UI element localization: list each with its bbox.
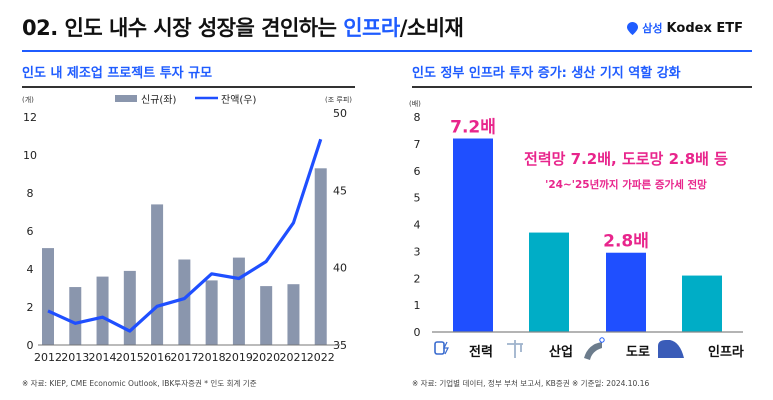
bar-산업 <box>529 232 569 332</box>
bar-2022 <box>314 168 327 345</box>
pin-icon <box>599 337 605 343</box>
left-tick-label: 10 <box>23 149 37 162</box>
left-axis-unit: (개) <box>22 95 34 104</box>
bar-인프라 <box>682 275 722 332</box>
category-label-도로: 도로 <box>626 345 650 360</box>
bolt-icon <box>443 341 449 355</box>
callout-sub: '24~'25년까지 가파른 증가세 전망 <box>545 178 707 191</box>
x-tick-label: 2017 <box>170 351 198 364</box>
x-tick-label: 2022 <box>307 351 335 364</box>
y-tick-label: 0 <box>414 326 421 339</box>
left-tick-label: 12 <box>23 111 37 124</box>
x-tick-label: 2013 <box>61 351 89 364</box>
category-label-인프라: 인프라 <box>708 344 744 360</box>
x-tick-label: 2018 <box>198 351 226 364</box>
header-divider <box>22 50 752 52</box>
bar-전력 <box>453 138 493 332</box>
y-tick-label: 6 <box>414 165 421 178</box>
right-tick-label: 50 <box>333 107 347 120</box>
left-tick-label: 2 <box>27 301 34 314</box>
left-chart-title: 인도 내 제조업 프로젝트 투자 규모 <box>22 66 213 81</box>
y-tick-label: 7 <box>414 138 421 151</box>
right-source-note: ※ 자료: 기업별 데이터, 정부 부처 보고서, KB증권 ※ 기준일: 20… <box>412 379 650 388</box>
left-divider <box>22 86 355 88</box>
y-tick-label: 2 <box>414 272 421 285</box>
bar-2015 <box>123 270 136 345</box>
x-tick-label: 2021 <box>279 351 307 364</box>
title-highlight: 인프라 <box>343 16 400 40</box>
left-tick-label: 8 <box>27 187 34 200</box>
right-chart: (배) 0 1 2 3 4 5 6 7 8 7.2배 2.8배 전력망 7.2배, 도로망 2.8배 등… <box>409 99 744 360</box>
x-tick-label: 2015 <box>116 351 144 364</box>
bar-2016 <box>151 204 164 345</box>
bar-2020 <box>260 286 273 345</box>
bar-2021 <box>287 284 300 345</box>
x-tick-label: 2014 <box>89 351 117 364</box>
y-tick-label: 4 <box>414 219 421 232</box>
brand-samsung: 삼성 <box>642 22 663 35</box>
bar-2014 <box>96 276 109 345</box>
crane-icon <box>507 340 523 358</box>
right-divider <box>412 86 752 88</box>
bar-도로 <box>606 252 646 332</box>
y-tick-label: 1 <box>414 299 421 312</box>
x-tick-label: 2019 <box>225 351 253 364</box>
legend-label-bar: 신규(좌) <box>141 94 177 106</box>
category-label-산업: 산업 <box>549 344 573 360</box>
data-label-전력: 7.2배 <box>450 118 496 138</box>
legend-swatch-bar <box>115 95 137 102</box>
x-tick-label: 2020 <box>252 351 280 364</box>
right-tick-label: 45 <box>333 184 347 197</box>
y-axis-unit: (배) <box>409 99 421 108</box>
bar-2017 <box>178 259 191 345</box>
train-icon <box>658 340 684 358</box>
left-tick-label: 4 <box>27 263 34 276</box>
right-tick-label: 40 <box>333 262 347 275</box>
right-chart-title: 인도 정부 인프라 투자 증가: 생산 기지 역할 강화 <box>412 66 681 81</box>
bar-2019 <box>232 257 245 345</box>
x-tick-label: 2012 <box>34 351 62 364</box>
y-tick-label: 8 <box>414 111 421 124</box>
page-title: 02. 인도 내수 시장 성장을 견인하는 인프라/소비재 <box>22 16 464 40</box>
x-tick-label: 2016 <box>143 351 171 364</box>
brand-kodex: Kodex ETF <box>666 20 743 36</box>
left-tick-label: 6 <box>27 225 34 238</box>
left-source-note: ※ 자료: KIEP, CME Economic Outlook, IBK투자증… <box>22 379 257 388</box>
right-axis-unit: (조 루피) <box>325 95 352 104</box>
location-pin-icon <box>627 21 639 35</box>
road-icon <box>584 342 602 360</box>
legend-label-line: 잔액(우) <box>221 94 257 106</box>
bar-2018 <box>205 280 218 345</box>
bar-2012 <box>42 248 54 345</box>
callout-main: 전력망 7.2배, 도로망 2.8배 등 <box>524 150 728 168</box>
bar-2013 <box>69 287 82 345</box>
brand-logo: 삼성 Kodex ETF <box>627 20 743 36</box>
data-label-도로: 2.8배 <box>603 232 649 252</box>
y-tick-label: 5 <box>414 192 421 205</box>
y-tick-label: 3 <box>414 245 421 258</box>
plug-icon <box>434 341 445 355</box>
left-tick-label: 0 <box>27 339 34 352</box>
category-label-전력: 전력 <box>469 344 493 360</box>
